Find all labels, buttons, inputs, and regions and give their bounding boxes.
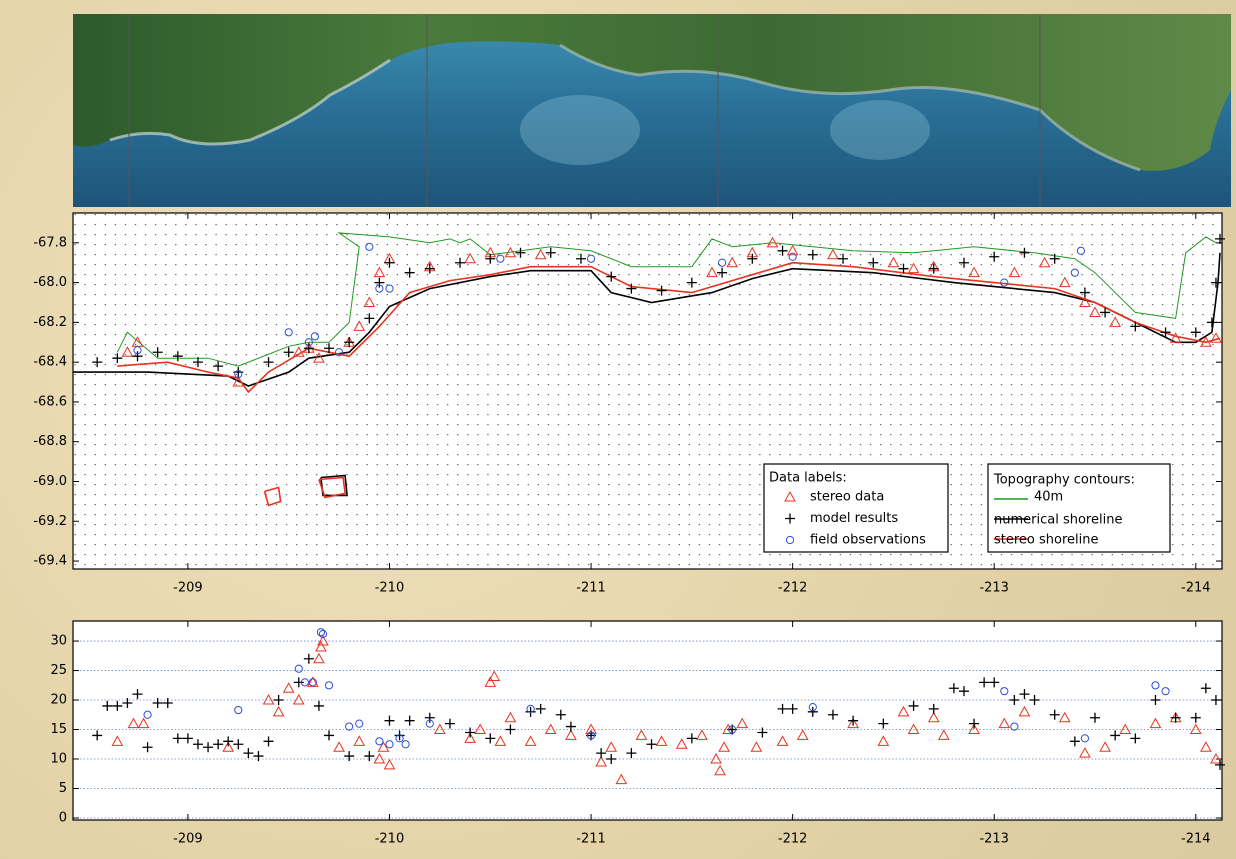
x-tick-label: -213 xyxy=(979,832,1009,847)
y-tick-label: 30 xyxy=(50,634,67,649)
x-tick-label: -212 xyxy=(778,832,808,847)
y-tick-label: 10 xyxy=(50,752,67,767)
legend-label: field observations xyxy=(810,533,926,548)
y-tick-label: 20 xyxy=(50,693,67,708)
legend-label: model results xyxy=(810,511,898,526)
y-tick-label: -69.0 xyxy=(33,474,67,489)
profile-panel xyxy=(73,621,1222,820)
x-tick-label: -210 xyxy=(375,832,405,847)
y-tick-label: -68.0 xyxy=(33,275,67,290)
y-tick-label: -69.4 xyxy=(33,554,67,569)
y-tick-label: 0 xyxy=(59,810,67,825)
y-tick-label: 15 xyxy=(50,722,67,737)
legend-label: stereo data xyxy=(810,490,884,505)
page: {"chart_data":[ {"type":"map","legend":"… xyxy=(0,0,1236,859)
y-tick-label: -69.2 xyxy=(33,514,67,529)
y-tick-label: -68.2 xyxy=(33,315,67,330)
figure: -67.8 -68.0 -68.2 -68.4 -68.6 -68.8 -69.0 -69.2… xyxy=(0,0,1236,859)
aerial-photo xyxy=(73,14,1231,207)
x-tick-label: -214 xyxy=(1181,581,1211,596)
x-tick-label: -212 xyxy=(778,581,808,596)
x-tick-label: -210 xyxy=(375,581,405,596)
y-tick-label: -67.8 xyxy=(33,235,67,250)
x-tick-label: -214 xyxy=(1181,832,1211,847)
legend-label: 40m xyxy=(1034,490,1063,505)
legend-title: Topography contours: xyxy=(993,473,1135,488)
legend-title: Data labels: xyxy=(769,471,847,486)
x-tick-label: -211 xyxy=(576,581,606,596)
x-tick-label: -209 xyxy=(173,581,203,596)
x-tick-label: -213 xyxy=(979,581,1009,596)
y-tick-label: -68.4 xyxy=(33,355,67,370)
y-tick-label: -68.8 xyxy=(33,434,67,449)
x-tick-label: -209 xyxy=(173,832,203,847)
y-tick-label: 25 xyxy=(50,663,67,678)
y-tick-label: -68.6 xyxy=(33,394,67,409)
legend-label: stereo shoreline xyxy=(994,533,1099,548)
legend-label: numerical shoreline xyxy=(994,513,1122,528)
x-tick-label: -211 xyxy=(576,832,606,847)
y-tick-label: 5 xyxy=(59,781,67,796)
